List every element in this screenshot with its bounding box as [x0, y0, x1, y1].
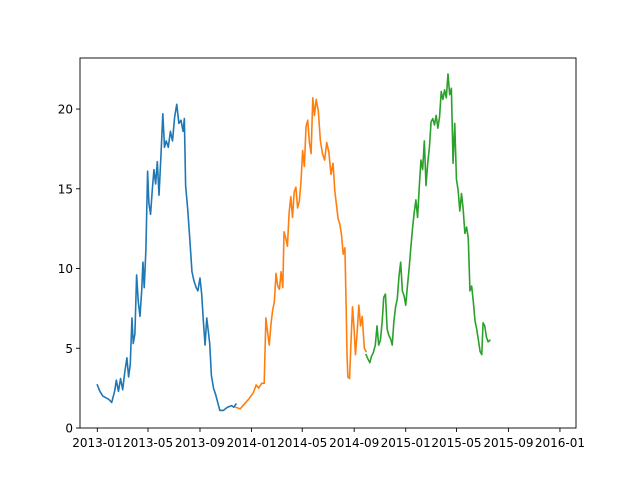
x-tick-label: 2015-01 — [381, 436, 431, 450]
y-tick-label: 0 — [65, 422, 73, 436]
y-axis: 0 5 10 15 20 — [58, 103, 80, 436]
x-tick-label: 2016-01 — [535, 436, 585, 450]
y-tick-label: 15 — [58, 182, 73, 196]
x-tick-label: 2014-09 — [329, 436, 379, 450]
x-tick-label: 2015-09 — [483, 436, 533, 450]
x-tick-label: 2013-09 — [175, 436, 225, 450]
y-tick-label: 10 — [58, 262, 73, 276]
series-line-3 — [364, 73, 491, 364]
x-axis: 2013-01 2013-05 2013-09 2014-01 2014-05 2014-… — [72, 428, 585, 450]
x-tick-label: 2013-05 — [123, 436, 173, 450]
plot-frame — [79, 57, 577, 429]
plot-area — [80, 58, 576, 428]
series-line-2 — [234, 97, 368, 410]
x-tick-label: 2015-05 — [431, 436, 481, 450]
y-tick-label: 20 — [58, 103, 73, 117]
series-layer — [96, 73, 491, 412]
y-tick-label: 5 — [65, 342, 73, 356]
series-line-1 — [96, 103, 238, 412]
x-tick-label: 2014-01 — [226, 436, 276, 450]
x-tick-label: 2014-05 — [277, 436, 327, 450]
x-tick-label: 2013-01 — [72, 436, 122, 450]
